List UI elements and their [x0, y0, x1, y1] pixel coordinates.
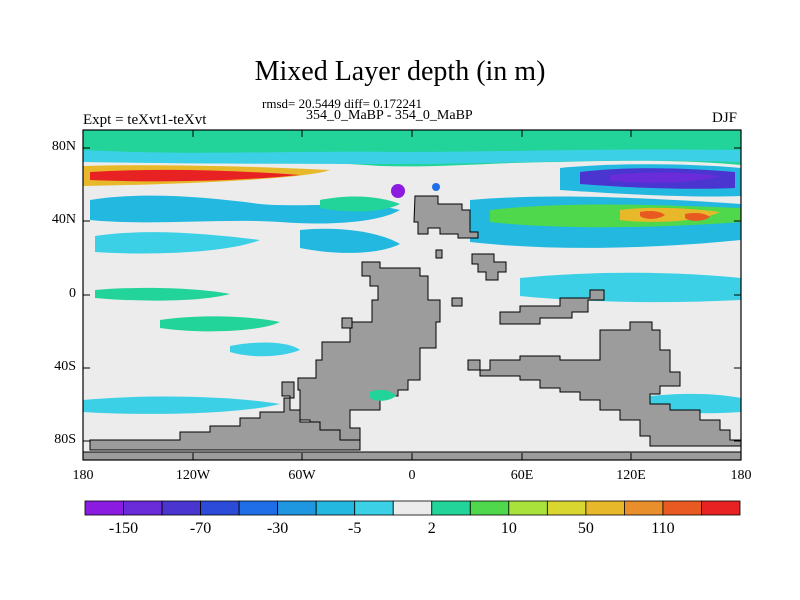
colorbar: [84, 500, 741, 516]
lon-tick-label: 120W: [175, 468, 211, 483]
lon-tick-label: 120E: [616, 468, 646, 483]
mid-lat-patches-3: [300, 228, 400, 253]
south-atlantic-spot: [370, 389, 396, 401]
arctic-band-blue: [83, 149, 741, 164]
colorbar-swatch: [277, 500, 317, 516]
high-lat-core-east2: [610, 172, 720, 183]
colorbar-label: 50: [577, 520, 594, 537]
southern-band: [83, 396, 280, 414]
colorbar-swatch: [431, 500, 471, 516]
colorbar-swatch: [585, 500, 625, 516]
spot-blue: [432, 183, 440, 191]
tropics-west: [160, 316, 280, 332]
experiment-label: Expt = teXvt1-teXvt: [83, 112, 207, 128]
mid-lat-east-red2: [685, 213, 710, 221]
land-australia: [467, 321, 741, 447]
land-island-1: [341, 317, 353, 329]
land-island-3: [435, 249, 443, 259]
lon-tick-label: 60E: [510, 468, 534, 483]
mid-lat-green: [320, 196, 400, 212]
land-arabia: [471, 253, 507, 281]
colorbar-swatch: [161, 500, 201, 516]
colorbar-label: -5: [348, 520, 362, 537]
colorbar-swatch: [354, 500, 394, 516]
colorbar-swatch: [392, 500, 433, 516]
colorbar-swatch: [546, 500, 587, 516]
tropics-east: [520, 272, 741, 303]
lat-tick-label: 80N: [51, 139, 76, 154]
season-label: DJF: [712, 110, 738, 126]
lat-tick-label: 0: [69, 286, 76, 301]
colorbar-swatch: [701, 500, 741, 516]
plot-title: Mixed Layer depth (in m): [254, 56, 546, 87]
lon-tick-label: 60W: [288, 468, 316, 483]
land-indonesia: [499, 289, 605, 325]
colorbar-swatch: [315, 500, 356, 516]
colorbar-label: -150: [108, 520, 139, 537]
land-island-2: [451, 297, 463, 307]
mid-lat-patches-2: [95, 232, 260, 254]
colorbar-swatch: [624, 500, 664, 516]
lat-tick-label: 40S: [54, 359, 76, 374]
southern-band-east: [650, 393, 741, 414]
colorbar-label: 110: [651, 520, 675, 537]
mid-lat-patches: [90, 195, 400, 224]
mid-lat-east-red: [640, 211, 665, 219]
lon-tick-label: 180: [72, 468, 94, 483]
colorbar-label: 10: [500, 520, 517, 537]
land-europe-africa: [413, 195, 479, 239]
colorbar-swatch: [84, 500, 124, 516]
land: [83, 195, 741, 460]
spot-purple: [391, 184, 405, 198]
land-south-america: [89, 381, 361, 451]
lon-tick-label: 0: [408, 468, 416, 483]
stats-label: rmsd= 20.5449 diff= 0.172241: [262, 96, 422, 111]
lon-tick-label: 180: [730, 468, 752, 483]
colorbar-swatch: [469, 500, 510, 516]
colorbar-swatch: [238, 500, 279, 516]
colorbar-swatch: [123, 500, 163, 516]
lat-tick-label: 40N: [51, 212, 76, 227]
colorbar-label: 2: [427, 520, 436, 537]
tropics-mid: [230, 342, 300, 357]
high-lat-core: [90, 169, 300, 182]
case-label: 354_0_MaBP - 354_0_MaBP: [306, 108, 473, 123]
colorbar-swatch: [200, 500, 240, 516]
axis-ticks: [82, 130, 742, 460]
colorbar-swatch: [508, 500, 548, 516]
colorbar-swatch: [662, 500, 702, 516]
map-field: [83, 130, 741, 460]
lat-tick-label: 80S: [54, 432, 76, 447]
colorbar-label: -30: [266, 520, 289, 537]
tropics-west-2: [95, 287, 230, 301]
colorbar-label: -70: [189, 520, 212, 537]
